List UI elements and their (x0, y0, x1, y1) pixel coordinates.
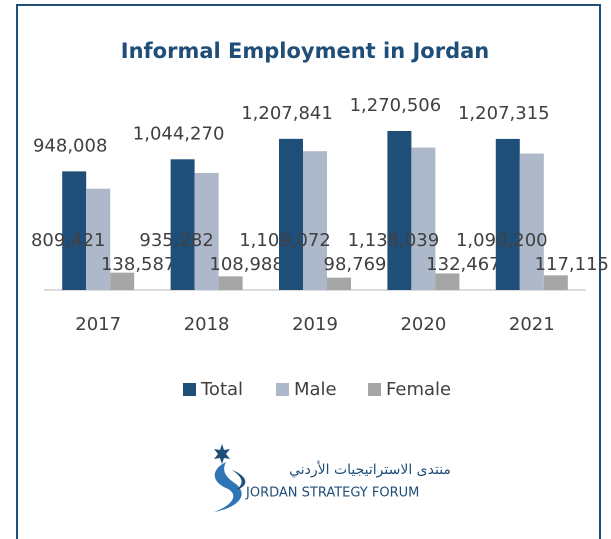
data-label: 809,421 (31, 230, 105, 251)
data-label: 935,282 (139, 230, 213, 251)
bar (279, 138, 303, 290)
data-label: 948,008 (33, 135, 107, 156)
logo: منتدى الاستراتيجيات الأردني JORDAN STRAT… (214, 444, 451, 512)
data-label: 117,115 (535, 254, 609, 275)
bar (170, 159, 195, 290)
bar (194, 172, 219, 290)
x-tick-label: 2021 (509, 314, 555, 335)
bar (411, 147, 436, 290)
data-label: 132,467 (426, 254, 500, 275)
legend-swatch (276, 383, 289, 396)
x-tick-label: 2019 (292, 314, 338, 335)
bar (218, 276, 243, 290)
x-tick-label: 2020 (400, 314, 446, 335)
x-tick-label: 2018 (184, 314, 230, 335)
logo-star (214, 444, 230, 464)
bar (327, 277, 351, 290)
bar (435, 273, 460, 290)
data-label: 108,988 (209, 254, 283, 275)
legend-label: Female (386, 379, 451, 400)
data-label: 1,207,315 (458, 103, 550, 124)
bar (543, 275, 568, 290)
data-label: 1,044,270 (133, 123, 225, 144)
logo-arabic: منتدى الاستراتيجيات الأردني (289, 460, 451, 478)
bar (86, 188, 111, 290)
chart-title: Informal Employment in Jordan (121, 39, 489, 63)
bar (387, 131, 412, 290)
bar (110, 272, 135, 290)
data-label: 1,270,506 (350, 95, 442, 116)
legend-label: Male (294, 379, 337, 400)
legend-swatch (368, 383, 381, 396)
bar (303, 151, 327, 290)
data-label: 138,587 (101, 254, 175, 275)
legend-label: Total (200, 379, 243, 400)
data-label: 1,090,200 (456, 230, 548, 251)
data-label: 98,769 (324, 254, 387, 275)
logo-mark (214, 462, 242, 512)
legend-swatch (183, 383, 196, 396)
data-label: 1,109,072 (239, 230, 331, 251)
bar (519, 153, 544, 290)
bar (62, 171, 87, 290)
x-tick-label: 2017 (75, 314, 121, 335)
bar (495, 138, 520, 290)
data-label: 1,207,841 (241, 103, 333, 124)
data-label: 1,138,039 (348, 230, 440, 251)
logo-english: JORDAN STRATEGY FORUM (245, 486, 419, 501)
logo-mark (232, 470, 246, 490)
